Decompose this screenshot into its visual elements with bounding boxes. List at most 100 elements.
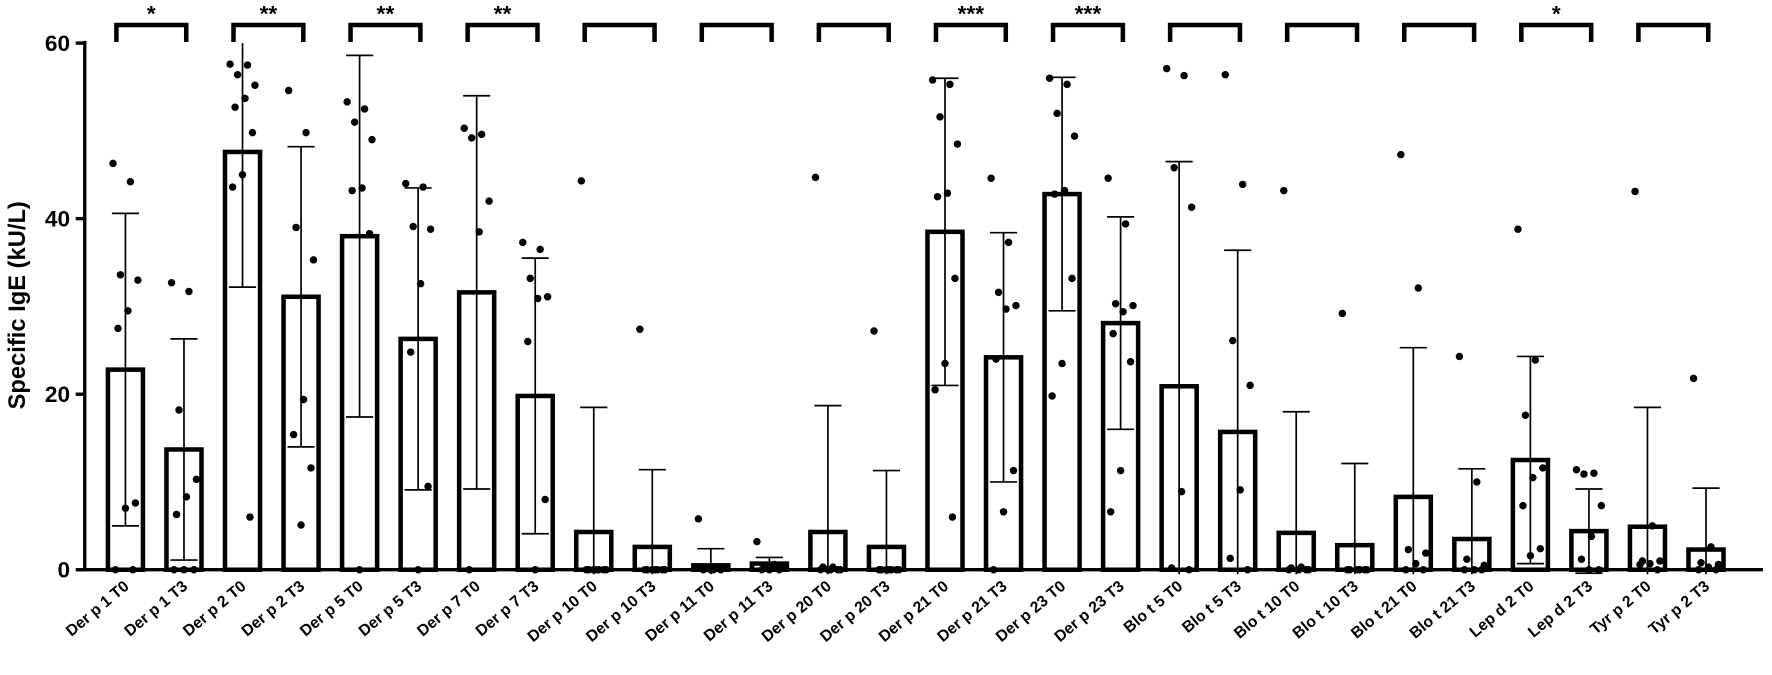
- data-point: [424, 482, 432, 491]
- data-point: [477, 130, 486, 139]
- data-point: [1580, 470, 1588, 478]
- significance-label: *: [1552, 2, 1561, 27]
- data-point: [933, 192, 942, 201]
- data-point: [406, 348, 415, 356]
- data-point: [172, 510, 181, 519]
- data-point: [167, 278, 176, 287]
- data-point: [292, 223, 300, 232]
- x-tick-label: Blo t 5 T0: [1121, 578, 1187, 637]
- data-point: [1111, 300, 1120, 308]
- data-point: [231, 103, 239, 111]
- x-tick-label: Der p 5 T0: [297, 578, 367, 640]
- data-point: [1646, 559, 1654, 568]
- data-point: [1004, 238, 1013, 247]
- significance-bracket: [348, 22, 423, 42]
- data-point: [1521, 411, 1530, 419]
- data-point: [1631, 187, 1639, 196]
- data-point: [543, 293, 552, 301]
- data-point: [948, 513, 957, 521]
- y-tick-label: 40: [45, 207, 70, 232]
- significance-bracket: [933, 22, 1009, 42]
- data-point: [928, 76, 937, 84]
- data-point: [943, 189, 952, 197]
- data-point: [175, 406, 183, 414]
- data-point: [533, 294, 542, 303]
- data-point: [1162, 64, 1171, 73]
- data-point: [1697, 558, 1705, 567]
- data-point: [1002, 305, 1010, 313]
- data-point: [289, 430, 298, 439]
- data-point: [228, 183, 237, 191]
- data-point: [1063, 80, 1071, 89]
- data-point: [426, 225, 435, 233]
- data-point: [1121, 220, 1130, 228]
- data-point: [870, 327, 878, 335]
- data-point: [1404, 545, 1413, 554]
- data-point: [1514, 225, 1522, 233]
- significance-bracket: [1402, 22, 1477, 42]
- data-point: [109, 159, 117, 168]
- data-point: [1414, 284, 1423, 292]
- data-point: [460, 124, 468, 132]
- data-point: [348, 186, 356, 195]
- data-point: [248, 128, 257, 137]
- data-point: [936, 113, 944, 121]
- data-point: [1170, 164, 1178, 172]
- data-point: [1012, 301, 1020, 310]
- data-point: [524, 337, 532, 346]
- data-point: [1648, 522, 1657, 530]
- y-tick-label: 0: [57, 558, 70, 583]
- data-point: [365, 229, 374, 238]
- data-point: [1228, 336, 1237, 345]
- data-point: [987, 174, 995, 183]
- data-point: [241, 94, 249, 103]
- data-point: [1689, 374, 1698, 383]
- x-tick-label: Der p 1 T0: [63, 578, 133, 640]
- data-point: [1577, 555, 1586, 563]
- significance-bracket: [816, 22, 891, 42]
- data-point: [1455, 352, 1464, 361]
- data-point: [1045, 74, 1054, 82]
- data-point: [243, 61, 252, 69]
- data-point: [1422, 549, 1430, 557]
- data-point: [1590, 469, 1598, 477]
- data-point: [226, 60, 234, 68]
- significance-bracket: [1519, 22, 1594, 42]
- data-point: [1463, 555, 1471, 563]
- significance-label: *: [147, 2, 156, 27]
- data-point: [1636, 560, 1644, 569]
- data-point: [360, 105, 369, 113]
- data-point: [1529, 473, 1537, 482]
- data-point: [1473, 478, 1481, 486]
- data-point: [419, 183, 427, 191]
- data-point: [1058, 359, 1066, 368]
- data-point: [636, 325, 644, 333]
- data-point: [1236, 486, 1244, 494]
- data-point: [1126, 357, 1135, 366]
- data-point: [994, 288, 1003, 297]
- significance-bracket: [1284, 22, 1360, 42]
- data-point: [1048, 392, 1056, 400]
- data-point: [1129, 301, 1137, 310]
- data-point: [1180, 71, 1188, 80]
- data-point: [475, 228, 483, 236]
- data-point: [1246, 381, 1254, 390]
- data-point: [309, 256, 318, 264]
- data-point: [192, 475, 201, 484]
- data-point: [1187, 203, 1196, 211]
- significance-bracket: [231, 22, 306, 42]
- data-point: [134, 276, 142, 284]
- data-point: [519, 238, 527, 247]
- x-tick-label: Der p 7 T0: [414, 578, 484, 640]
- data-point: [1338, 309, 1347, 318]
- data-point: [368, 135, 376, 144]
- data-point: [1536, 544, 1545, 553]
- data-point: [116, 271, 125, 279]
- data-point: [409, 222, 417, 231]
- data-point: [541, 495, 549, 504]
- data-point: [401, 179, 410, 188]
- plot-area: [105, 43, 1726, 575]
- data-point: [1412, 559, 1420, 568]
- data-point: [536, 245, 544, 254]
